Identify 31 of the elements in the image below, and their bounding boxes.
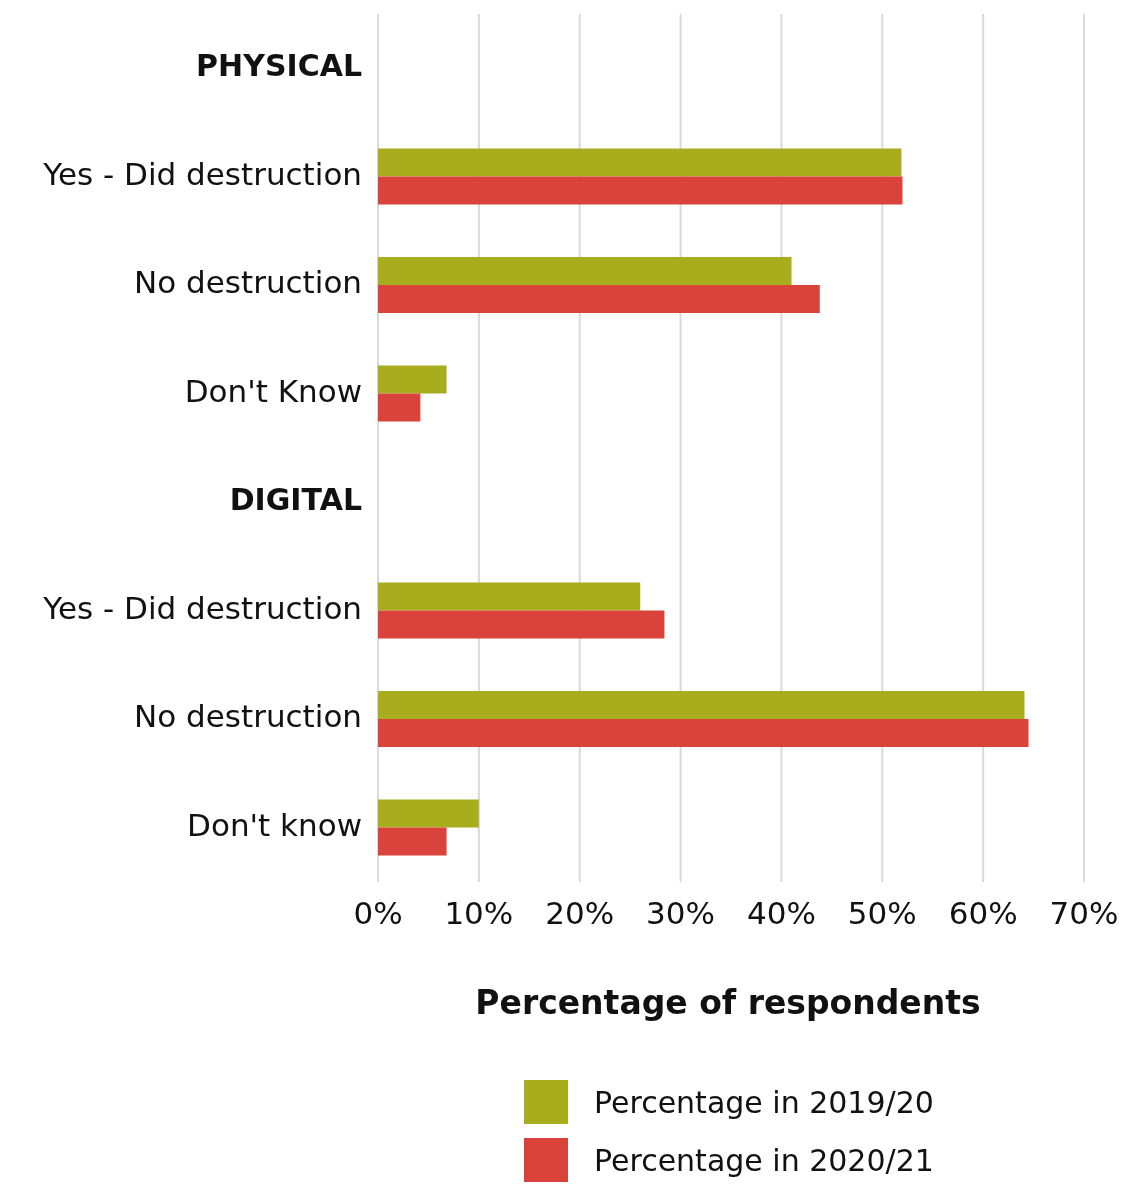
x-tick-label: 0% (353, 895, 403, 932)
y-tick-label: No destruction (134, 264, 362, 301)
bar (378, 691, 1025, 720)
y-tick-label: DIGITAL (229, 482, 362, 518)
legend-label: Percentage in 2019/20 (594, 1084, 934, 1120)
x-tick-label: 30% (646, 895, 716, 932)
x-tick-label: 70% (1049, 895, 1119, 932)
x-tick-label: 50% (847, 895, 917, 932)
y-tick-label: Don't Know (184, 372, 362, 409)
x-tick-label: 20% (545, 895, 615, 932)
bar (378, 176, 903, 205)
bar (378, 719, 1029, 748)
bar (378, 365, 447, 394)
x-tick-label: 10% (444, 895, 514, 932)
bar (378, 582, 641, 611)
y-tick-label: Yes - Did destruction (42, 589, 362, 626)
bar (378, 148, 902, 177)
bar (378, 799, 479, 828)
y-tick-label: PHYSICAL (196, 48, 362, 84)
x-tick-label: 40% (746, 895, 816, 932)
bar (378, 257, 792, 286)
y-tick-label: Yes - Did destruction (42, 155, 362, 192)
bar (378, 393, 421, 422)
bar (378, 285, 820, 314)
x-tick-label: 60% (948, 895, 1018, 932)
x-axis-title: Percentage of respondents (474, 983, 982, 1022)
bar (378, 610, 665, 639)
y-tick-label: No destruction (134, 698, 362, 735)
y-tick-label: Don't know (187, 806, 362, 843)
legend-label: Percentage in 2020/21 (594, 1142, 934, 1178)
bar (378, 827, 447, 856)
